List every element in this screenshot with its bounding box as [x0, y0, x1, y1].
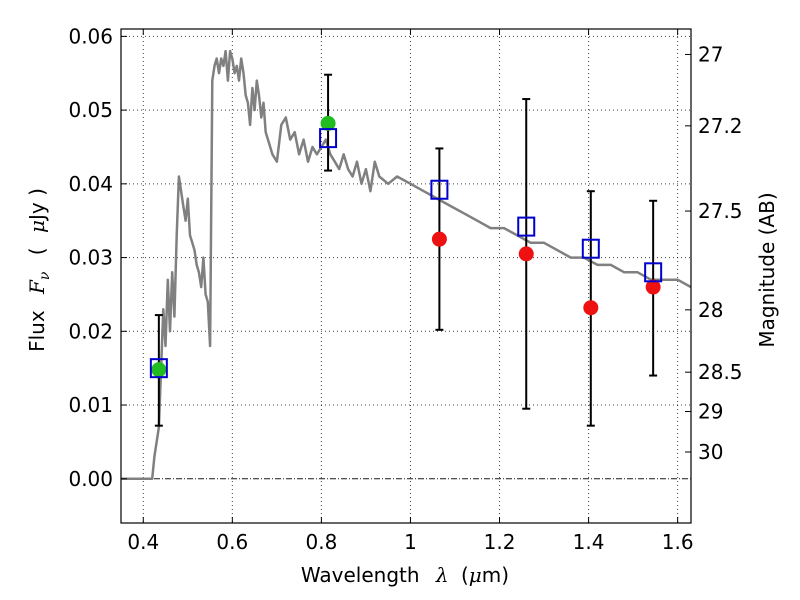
x-tick-label: 1.4 [573, 530, 605, 554]
model-photometry-box [149, 358, 168, 379]
observed-point [645, 279, 661, 295]
y-tick-label: 0.03 [68, 246, 113, 270]
x-axis-label-symbol: λ [435, 563, 449, 587]
right-axis-label: Magnitude (AB) [755, 192, 779, 347]
x-axis-ticks: 0.4 0.6 0.8 1 1.2 1.4 1.6 [127, 29, 694, 554]
right-tick-label: 27.5 [698, 199, 743, 223]
y-axis-label-symbol: F [25, 279, 49, 295]
observed-point [151, 362, 167, 378]
right-tick-label: 30 [698, 440, 723, 464]
right-tick-label: 28.5 [698, 360, 743, 384]
x-tick-label: 1 [404, 530, 417, 554]
observed-point [431, 231, 447, 247]
x-axis-label-unit-open: ( [461, 563, 469, 587]
x-tick-label: 0.6 [216, 530, 248, 554]
y-tick-label: 0.00 [68, 467, 113, 491]
model-photometry-box [644, 262, 663, 283]
grid [121, 29, 691, 523]
y-axis-ticks: 0.00 0.01 0.02 0.03 0.04 0.05 0.06 [68, 24, 127, 491]
x-axis-label-unit-mu: μ [469, 563, 482, 587]
model-photometry-box [517, 216, 536, 237]
right-tick-label: 28 [698, 298, 723, 322]
x-axis-label: Wavelength λ (μm) [301, 563, 509, 587]
y-tick-label: 0.06 [68, 24, 113, 48]
y-tick-label: 0.05 [68, 98, 113, 122]
model-photometry-box [319, 128, 338, 149]
x-axis-label-unit-close: m) [482, 563, 509, 587]
x-tick-label: 0.4 [127, 530, 159, 554]
y-tick-label: 0.04 [68, 172, 113, 196]
right-tick-label: 27 [698, 42, 723, 66]
observed-points [151, 115, 661, 378]
x-tick-label: 1.6 [662, 530, 694, 554]
model-photometry-box [581, 238, 600, 259]
y-tick-label: 0.02 [68, 319, 113, 343]
right-axis-ticks: 27 27.2 27.5 28 28.5 29 30 [685, 42, 743, 464]
right-tick-label: 27.2 [698, 114, 743, 138]
y-axis-label-unit-open: ( [25, 247, 49, 255]
y-axis-label-unit-mu: μ [25, 220, 49, 233]
plot-frame [120, 28, 692, 524]
model-photometry-boxes [149, 128, 663, 379]
observed-point [320, 115, 336, 131]
y-axis-label-word: Flux [25, 310, 49, 352]
y-tick-label: 0.01 [68, 393, 113, 417]
model-spectrum-line [121, 49, 692, 481]
observed-point [583, 300, 599, 316]
x-tick-label: 0.8 [305, 530, 337, 554]
y-axis-label-unit-close: Jy ) [25, 188, 49, 222]
y-axis-label-subscript: ν [37, 271, 53, 280]
x-axis-label-word: Wavelength [301, 563, 420, 587]
model-photometry-box [430, 179, 449, 200]
observed-point [518, 246, 534, 262]
right-tick-label: 29 [698, 400, 723, 424]
y-axis-label: Flux Fν ( μJy ) [25, 188, 54, 352]
x-tick-label: 1.2 [484, 530, 516, 554]
